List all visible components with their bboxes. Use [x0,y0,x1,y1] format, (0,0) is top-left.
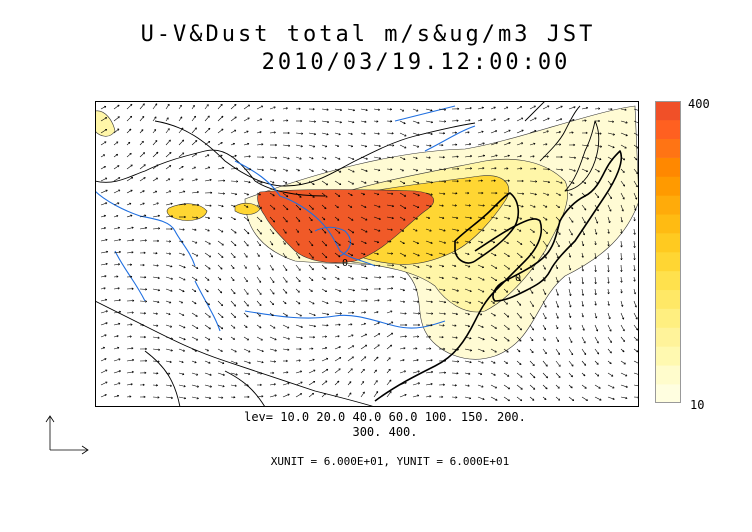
colorbar-swatch [655,176,681,196]
rivers [95,105,476,332]
colorbar-swatch [655,138,681,158]
colorbar [655,101,681,403]
contour-label: 0 [342,258,348,269]
contour-label-japan: 0 [515,273,521,284]
colorbar-min-label: 10 [690,398,705,412]
colorbar-swatch [655,327,681,347]
colorbar-swatch [655,289,681,309]
vector-unit-label: XUNIT = 6.000E+01, YUNIT = 6.000E+01 [270,455,510,468]
map-timestamp: 2010/03/19.12:00:00 [261,50,571,75]
colorbar-swatch [655,214,681,234]
map-title: U-V&Dust total m/s&ug/m3 JST [140,22,596,47]
levels-line-1: lev= 10.0 20.0 40.0 60.0 100. 150. 200. [244,410,526,424]
colorbar-swatch [655,384,681,403]
wind-vectors [100,103,639,402]
levels-line-2: 300. 400. [352,425,418,439]
colorbar-swatch [655,101,681,121]
contour-levels-legend: lev= 10.0 20.0 40.0 60.0 100. 150. 200. … [200,410,570,440]
colorbar-max-label: 400 [688,97,710,111]
colorbar-swatch [655,346,681,366]
coastlines-borders [95,101,623,407]
colorbar-swatch [655,252,681,272]
colorbar-swatch [655,119,681,140]
colorbar-swatch [655,308,681,328]
colorbar-swatch [655,195,681,215]
colorbar-swatch [655,270,681,291]
colorbar-swatch [655,157,681,177]
colorbar-swatch [655,365,681,385]
reference-vector-icon [45,415,89,455]
dust-wind-map: 0 0 [95,101,639,407]
colorbar-swatch [655,233,681,253]
